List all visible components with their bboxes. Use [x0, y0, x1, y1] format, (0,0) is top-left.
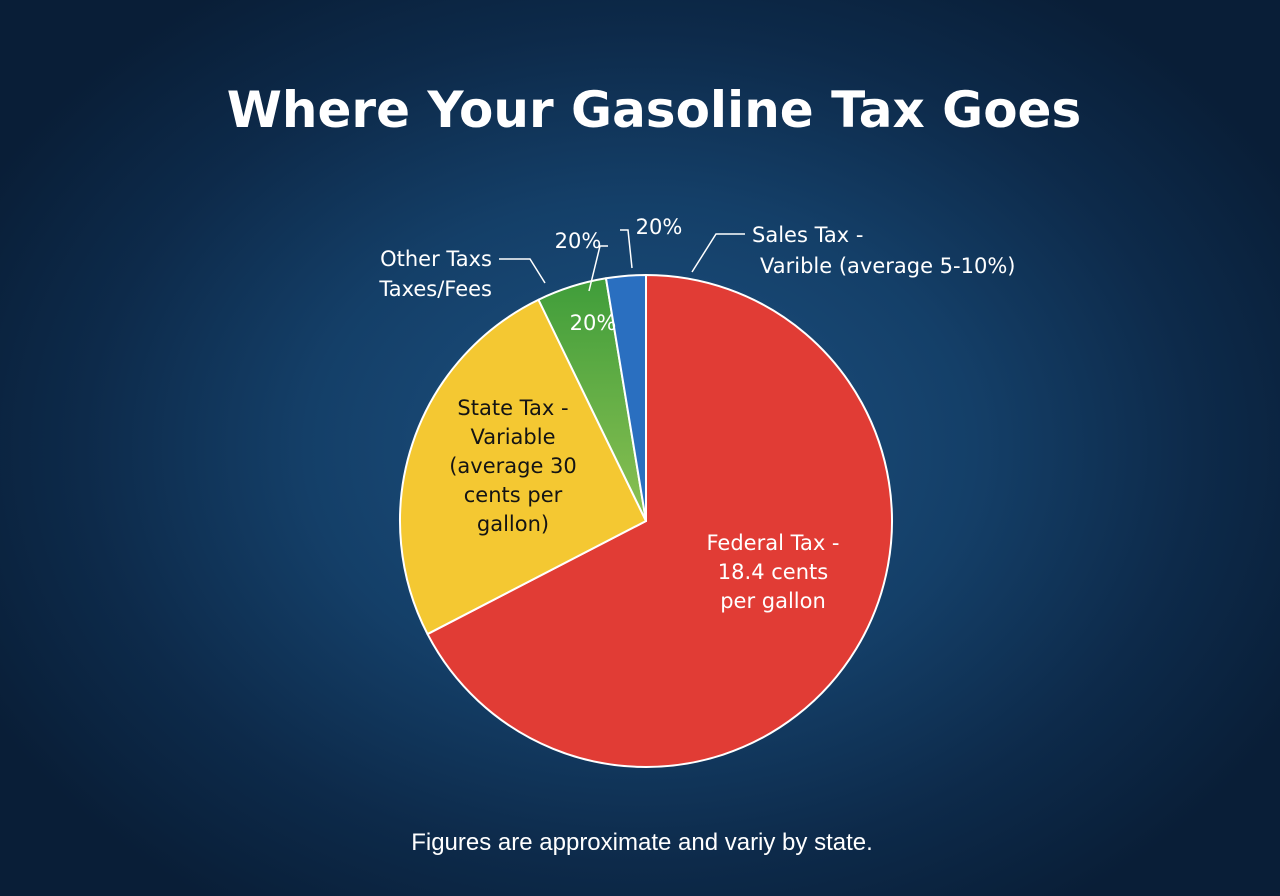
pie-slices [399, 274, 893, 768]
chart-footnote: Figures are approximate and variy by sta… [411, 829, 873, 856]
pie-slice-federal [426, 274, 893, 768]
slice-labels: Federal Tax - 18.4 cents per gallon State T… [449, 311, 839, 613]
callout-label-line: Varible (average 5-10%) [760, 254, 1015, 278]
callouts: Other Taxs Taxes/Fees 20% 20% Sales Tax - Var… [378, 215, 1015, 301]
callout-label: 20% [636, 215, 683, 239]
leader-line [691, 233, 745, 273]
callout-other: Other Taxs Taxes/Fees [378, 247, 546, 301]
slice-label-green: 20% [570, 311, 617, 335]
slice-label-line: gallon) [477, 512, 549, 536]
pie-slice-state [399, 298, 647, 636]
slice-label-line: 18.4 cents [718, 560, 828, 584]
leader-line [588, 245, 608, 292]
slice-label-state: State Tax - Variable (average 30 cents per g… [449, 396, 577, 536]
callout-blue_pct: 20% [620, 215, 683, 269]
slice-label-line: Federal Tax - [706, 531, 839, 555]
callout-label: Sales Tax - Varible (average 5-10%) [752, 223, 1015, 278]
callout-green_pct: 20% [555, 229, 608, 292]
slice-label-line: cents per [464, 483, 563, 507]
slice-label-line: State Tax - [457, 396, 568, 420]
slice-label-line: Variable [470, 425, 555, 449]
slice-label-federal: Federal Tax - 18.4 cents per gallon [706, 531, 839, 613]
callout-label-line: Other Taxs [380, 247, 492, 271]
callout-label: 20% [555, 229, 602, 253]
callout-label-line: Sales Tax - [752, 223, 863, 247]
callout-sales: Sales Tax - Varible (average 5-10%) [691, 223, 1015, 278]
callout-label: Other Taxs Taxes/Fees [378, 247, 492, 301]
slice-label-line: per gallon [720, 589, 826, 613]
pie-slice-blue [604, 274, 647, 522]
chart-title: Where Your Gasoline Tax Goes [227, 81, 1081, 139]
leader-line [620, 229, 633, 269]
callout-label-line: Taxes/Fees [378, 277, 492, 301]
slice-label-line: (average 30 [449, 454, 577, 478]
callout-label-line: 20% [636, 215, 683, 239]
slice-label-line: 20% [570, 311, 617, 335]
callout-label-line: 20% [555, 229, 602, 253]
leader-line [499, 258, 546, 284]
